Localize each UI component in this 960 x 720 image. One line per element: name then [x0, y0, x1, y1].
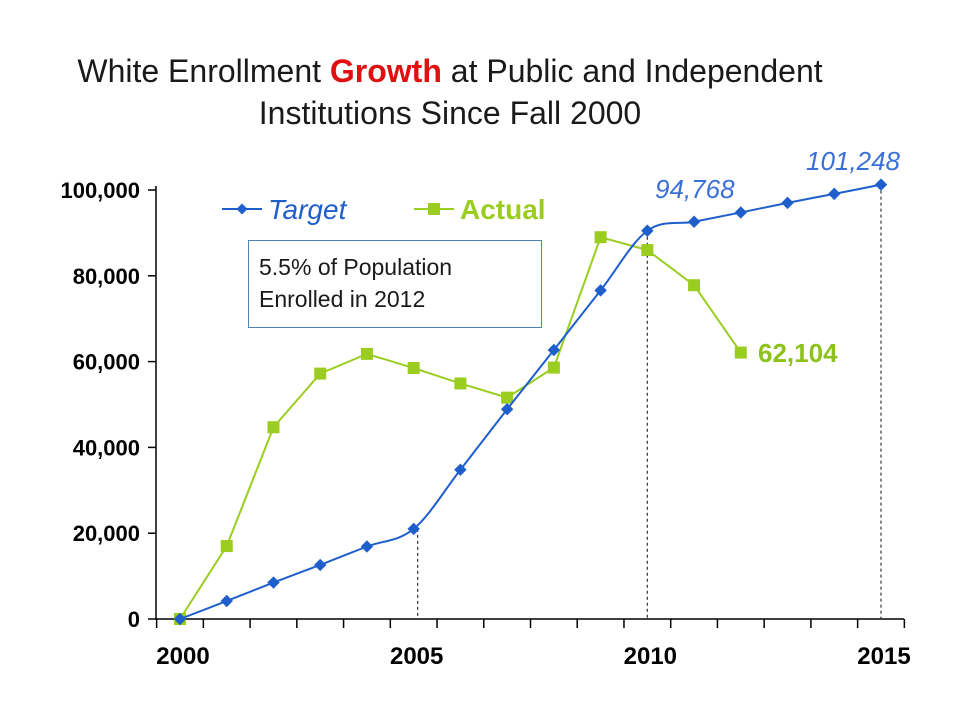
y-tick-label: 20,000: [73, 521, 140, 546]
legend-target-marker: [236, 203, 248, 215]
target-point: [360, 540, 374, 553]
x-tick-label: 2005: [390, 643, 443, 670]
chart-title: White Enrollment Growth at Public and In…: [60, 50, 840, 134]
actual-point: [220, 540, 233, 553]
target-point: [687, 215, 701, 228]
actual-point: [734, 346, 747, 359]
target-point: [828, 187, 841, 201]
note-line-2: Enrolled in 2012: [259, 286, 426, 312]
y-tick-label: 100,000: [60, 178, 140, 203]
actual-point: [360, 347, 373, 360]
actual-point: [688, 279, 701, 292]
title-part-1: White Enrollment: [77, 53, 330, 89]
y-tick-label: 40,000: [73, 435, 140, 460]
target-point: [267, 576, 280, 589]
x-tick-label: 2015: [857, 643, 910, 670]
target-point: [407, 522, 420, 536]
x-tick-label: 2000: [156, 643, 209, 670]
target-series-line: [179, 183, 882, 620]
x-tick-label: 2010: [624, 643, 677, 670]
target-point: [313, 558, 327, 572]
target-point: [454, 463, 467, 476]
actual-point: [641, 244, 654, 257]
legend-actual-label: Actual: [460, 194, 546, 225]
actual-point: [407, 362, 420, 375]
actual-point: [454, 377, 467, 390]
title-part-3: at Public and Independent Institutions S…: [258, 53, 823, 131]
actual-point: [594, 231, 607, 244]
actual-point: [501, 391, 514, 404]
population-note: 5.5% of Population Enrolled in 2012: [248, 240, 542, 328]
legend-actual-marker: [428, 203, 440, 215]
target-point: [781, 196, 794, 210]
value-annotation: 101,248: [806, 146, 901, 176]
target-point: [220, 594, 233, 608]
y-tick-label: 0: [128, 607, 140, 632]
note-line-1: 5.5% of Population: [259, 254, 453, 280]
target-point: [173, 612, 187, 626]
value-annotation: 62,104: [758, 338, 838, 368]
target-point: [547, 343, 561, 357]
target-point: [734, 206, 748, 219]
actual-point: [267, 421, 280, 434]
target-point: [500, 403, 514, 416]
legend-target-label: Target: [268, 194, 348, 225]
y-tick-label: 60,000: [73, 350, 140, 375]
target-point: [874, 178, 888, 191]
value-annotation: 94,768: [655, 174, 735, 204]
actual-point: [547, 361, 560, 374]
y-tick-label: 80,000: [73, 264, 140, 289]
target-point: [594, 284, 607, 297]
target-point: [641, 224, 654, 237]
title-highlight: Growth: [329, 53, 442, 89]
actual-point: [314, 367, 327, 380]
